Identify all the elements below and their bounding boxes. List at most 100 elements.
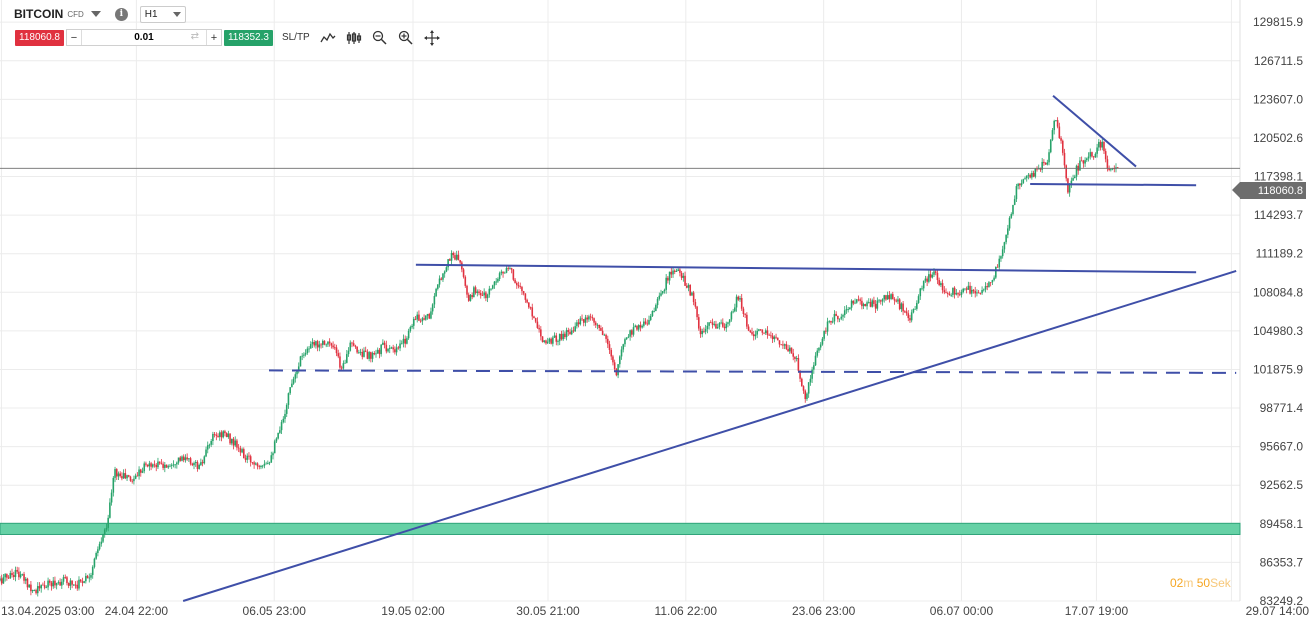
candle-body	[646, 323, 649, 325]
line-chart-icon[interactable]	[320, 30, 336, 46]
candle	[661, 291, 664, 295]
symbol-dropdown-icon[interactable]	[90, 11, 101, 17]
zoom-in-icon[interactable]	[398, 30, 414, 46]
candle-body	[91, 566, 94, 576]
candle	[115, 468, 118, 480]
candle-body	[979, 293, 982, 295]
candle	[610, 347, 613, 360]
indicators-icon[interactable]	[346, 30, 362, 46]
candle	[819, 342, 822, 351]
candle-body	[291, 383, 293, 388]
timer-seconds-unit: Sek	[1210, 576, 1231, 590]
candle-body	[531, 307, 534, 317]
candle-body	[440, 278, 443, 280]
candle-body	[218, 432, 221, 437]
symbol-name[interactable]: BITCOIN	[14, 7, 64, 21]
candle	[807, 382, 810, 398]
candle-body	[38, 586, 41, 589]
sell-button[interactable]: 118060.8	[15, 29, 64, 46]
candle-body	[950, 294, 952, 296]
candle-body	[454, 255, 456, 260]
candle	[1008, 216, 1011, 231]
candle-body	[232, 438, 235, 446]
candle	[869, 298, 872, 308]
candle	[746, 312, 748, 330]
quantity-input[interactable]	[80, 30, 207, 45]
zoom-out-icon[interactable]	[372, 30, 388, 46]
buy-button[interactable]: 118352.3	[223, 29, 273, 46]
candle-body	[854, 302, 856, 304]
candle-body	[462, 269, 465, 277]
candle-body	[0, 578, 3, 584]
candle	[900, 302, 903, 313]
candle-body	[916, 302, 918, 309]
candle	[16, 566, 18, 574]
candle-body	[953, 287, 956, 295]
increase-button[interactable]: +	[210, 31, 218, 44]
candle-body	[818, 347, 820, 351]
candle	[600, 325, 602, 331]
candle-body	[1072, 178, 1074, 181]
candle-body	[895, 300, 898, 302]
candle	[639, 321, 642, 332]
sltp-button[interactable]: SL/TP	[281, 32, 310, 43]
candle	[759, 329, 762, 331]
candle-body	[153, 464, 156, 466]
candle	[740, 293, 743, 311]
candle-body	[555, 335, 558, 342]
candle-body	[594, 322, 597, 325]
timeframe-select[interactable]: H1	[139, 5, 186, 23]
candle-body	[382, 342, 384, 345]
candle-body	[751, 332, 753, 335]
candle-body	[285, 404, 288, 414]
candle	[608, 340, 611, 354]
candle-body	[40, 584, 43, 589]
candle-body	[1070, 180, 1073, 185]
candle	[1005, 234, 1007, 245]
candle-body	[47, 580, 49, 588]
timer-minutes: 02	[1170, 576, 1184, 590]
candle	[273, 439, 276, 454]
candle-body	[157, 461, 159, 468]
candle	[59, 578, 61, 586]
candle	[352, 340, 355, 347]
candle	[577, 319, 580, 328]
candle-body	[957, 293, 959, 295]
candle-body	[749, 330, 752, 333]
candle	[699, 326, 702, 338]
candle-body	[1063, 152, 1066, 166]
candle-body	[852, 300, 855, 304]
candle	[715, 320, 717, 330]
candle-body	[498, 273, 501, 279]
candle-body	[661, 291, 664, 294]
info-icon[interactable]: i	[114, 7, 128, 21]
candle	[943, 286, 946, 295]
swap-icon[interactable]: ⇄	[190, 31, 199, 42]
candle	[284, 409, 286, 423]
candle	[332, 341, 334, 350]
candle	[601, 327, 604, 336]
candle-body	[747, 326, 750, 331]
candle	[19, 571, 22, 579]
candle	[787, 344, 789, 352]
candle	[370, 351, 372, 363]
trendline-4	[1052, 94, 1137, 168]
candle-body	[181, 456, 183, 461]
candle	[256, 462, 259, 470]
candle-body	[24, 578, 27, 581]
candle	[318, 340, 321, 352]
decrease-button[interactable]: −	[70, 31, 78, 44]
candle	[624, 337, 626, 347]
candle-body	[797, 358, 800, 371]
candle	[950, 293, 952, 297]
candle-body	[828, 320, 831, 322]
candle-body	[910, 312, 913, 321]
crosshair-icon[interactable]	[423, 29, 440, 46]
candle	[849, 307, 851, 310]
candle-body	[438, 278, 441, 285]
candle	[922, 280, 925, 292]
candle-body	[581, 318, 583, 320]
candle	[382, 339, 384, 346]
candle-body	[289, 387, 291, 394]
